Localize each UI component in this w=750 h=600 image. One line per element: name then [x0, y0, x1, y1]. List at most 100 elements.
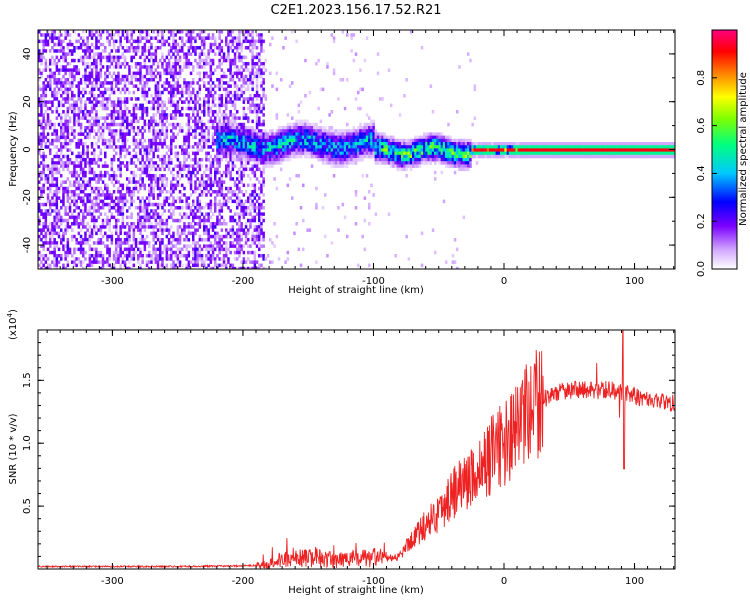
heatmap-cell: [222, 103, 226, 108]
heatmap-cell: [141, 94, 144, 98]
heatmap-cell: [82, 186, 85, 191]
heatmap-cell: [79, 90, 83, 95]
heatmap-cell: [306, 138, 309, 143]
heatmap-cell: [112, 190, 116, 194]
heatmap-cell: [90, 116, 94, 120]
heatmap-cell: [154, 129, 158, 133]
heatmap-cell: [262, 154, 265, 159]
heatmap-cell: [196, 81, 199, 85]
heatmap-cell: [352, 161, 356, 165]
heatmap-cell: [216, 113, 219, 117]
heatmap-cell: [44, 202, 48, 207]
heatmap-cell: [227, 46, 230, 50]
heatmap-cell: [258, 193, 261, 197]
heatmap-cell: [324, 142, 327, 146]
heatmap-cell: [174, 87, 177, 92]
heatmap-cell: [115, 202, 118, 207]
heatmap-cell: [236, 228, 239, 232]
heatmap-cell: [183, 62, 186, 66]
heatmap-cell: [163, 209, 166, 213]
heatmap-cell: [82, 58, 85, 63]
heatmap-cell: [238, 167, 241, 172]
heatmap-cell: [71, 103, 74, 108]
heatmap-cell: [205, 87, 208, 92]
heatmap-cell: [128, 228, 131, 232]
heatmap-cell: [174, 103, 177, 108]
heatmap-cell: [82, 241, 85, 245]
heatmap-cell: [302, 126, 305, 130]
heatmap-cell: [244, 97, 248, 101]
heatmap-cell: [141, 225, 144, 229]
heatmap-cell: [104, 151, 107, 156]
heatmap-cell: [42, 257, 45, 261]
heatmap-cell: [110, 113, 114, 117]
heatmap-cell: [233, 183, 237, 188]
heatmap-cell: [205, 126, 208, 130]
heatmap-cell: [313, 132, 316, 136]
heatmap-cell: [354, 154, 358, 159]
heatmap-cell: [163, 186, 166, 191]
heatmap-cell: [64, 58, 67, 63]
heatmap-cell: [170, 202, 173, 207]
heatmap-cell: [84, 65, 87, 69]
heatmap-cell: [251, 234, 254, 239]
heatmap-cell: [123, 132, 127, 136]
heatmap-cell: [154, 183, 158, 188]
heatmap-cell: [200, 132, 204, 136]
heatmap-cell: [249, 110, 252, 114]
heatmap-cell: [220, 238, 224, 242]
heatmap-cell: [211, 87, 215, 92]
heatmap-cell: [163, 247, 166, 252]
heatmap-cell: [46, 74, 50, 79]
heatmap-cell: [178, 164, 182, 168]
heatmap-cell: [304, 142, 307, 146]
heatmap-cell: [189, 158, 193, 162]
heatmap-cell: [57, 218, 61, 223]
heatmap-cell: [225, 266, 228, 269]
heatmap-cell: [106, 183, 109, 188]
heatmap-cell: [240, 206, 243, 210]
heatmap-cell: [359, 87, 362, 92]
heatmap-cell: [84, 241, 87, 245]
heatmap-cell: [60, 218, 63, 223]
heatmap-cell: [84, 62, 87, 66]
heatmap-cell: [258, 241, 261, 245]
heatmap-cell: [137, 36, 140, 40]
heatmap-cell: [264, 151, 268, 156]
heatmap-cell: [167, 196, 171, 200]
heatmap-cell: [288, 154, 292, 159]
heatmap-cell: [134, 142, 138, 146]
heatmap-cell: [187, 154, 191, 159]
heatmap-cell: [240, 142, 243, 146]
heatmap-cell: [99, 228, 103, 232]
heatmap-cell: [183, 135, 186, 140]
heatmap-cell: [42, 170, 45, 175]
heatmap-cell: [165, 62, 169, 66]
heatmap-cell: [101, 55, 105, 60]
heatmap-cell: [46, 186, 50, 191]
heatmap-cell: [207, 167, 210, 172]
heatmap-cell: [249, 266, 252, 269]
heatmap-cell: [242, 158, 246, 162]
heatmap-cell: [62, 190, 65, 194]
heatmap-cell: [148, 212, 151, 216]
heatmap-cell: [253, 39, 257, 44]
heatmap-cell: [90, 68, 94, 72]
heatmap-cell: [211, 110, 215, 114]
heatmap-cell: [130, 42, 133, 47]
heatmap-cell: [40, 145, 43, 149]
heatmap-cell: [229, 90, 232, 95]
heatmap-cell: [341, 154, 345, 159]
heatmap-cell: [49, 100, 52, 104]
heatmap-cell: [308, 90, 312, 95]
heatmap-cell: [352, 132, 356, 136]
heatmap-cell: [44, 58, 48, 63]
heatmap-cell: [339, 148, 342, 152]
heatmap-cell: [172, 78, 175, 82]
heatmap-cell: [207, 106, 210, 111]
heatmap-cell: [71, 183, 74, 188]
heatmap-cell: [165, 119, 169, 124]
heatmap-cell: [141, 87, 144, 92]
heatmap-cell: [156, 202, 160, 207]
heatmap-cell: [90, 42, 94, 47]
